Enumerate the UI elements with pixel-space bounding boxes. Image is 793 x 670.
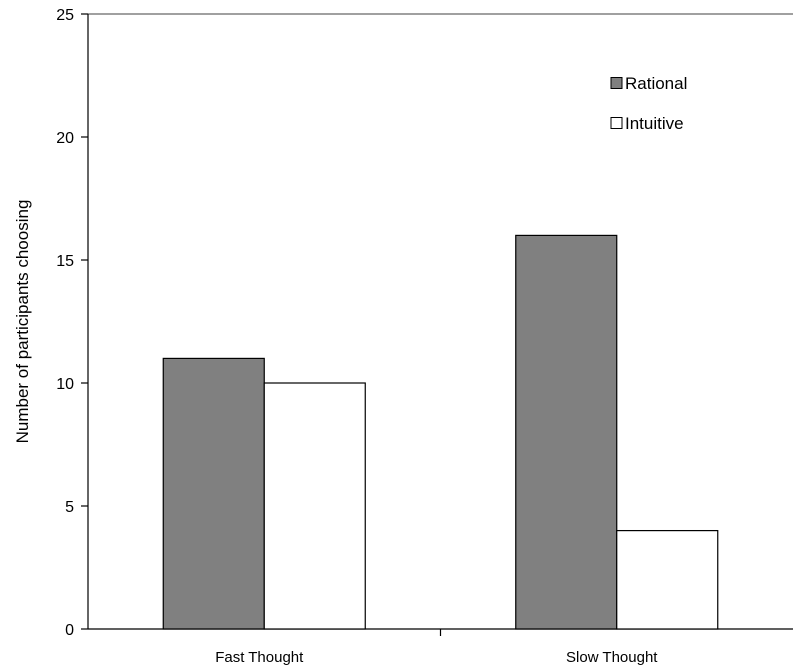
- chart-bars: [162, 234, 719, 630]
- legend-swatch-rational: [610, 77, 623, 89]
- legend: Rational Intuitive: [610, 74, 687, 133]
- y-tick-label: 5: [65, 499, 74, 516]
- y-axis-ticks: 0 5 10 15 20 25: [56, 7, 88, 639]
- y-tick-label: 15: [56, 253, 74, 270]
- bar-rational-fast-thought: [162, 357, 265, 630]
- bar-intuitive-fast-thought: [263, 382, 366, 630]
- legend-label-rational: Rational: [625, 74, 687, 93]
- bar-intuitive-slow-thought: [616, 529, 719, 630]
- y-tick-label: 25: [56, 7, 74, 24]
- y-tick-label: 0: [65, 622, 74, 639]
- x-category-label: Fast Thought: [215, 649, 304, 666]
- y-axis-label: Number of participants choosing: [13, 200, 32, 444]
- x-axis-categories: Fast Thought Slow Thought: [215, 649, 658, 666]
- x-category-label: Slow Thought: [566, 649, 658, 666]
- legend-swatch-intuitive: [610, 117, 623, 129]
- y-tick-label: 10: [56, 376, 74, 393]
- bar-rational-slow-thought: [515, 234, 618, 630]
- legend-label-intuitive: Intuitive: [625, 114, 684, 133]
- y-tick-label: 20: [56, 130, 74, 147]
